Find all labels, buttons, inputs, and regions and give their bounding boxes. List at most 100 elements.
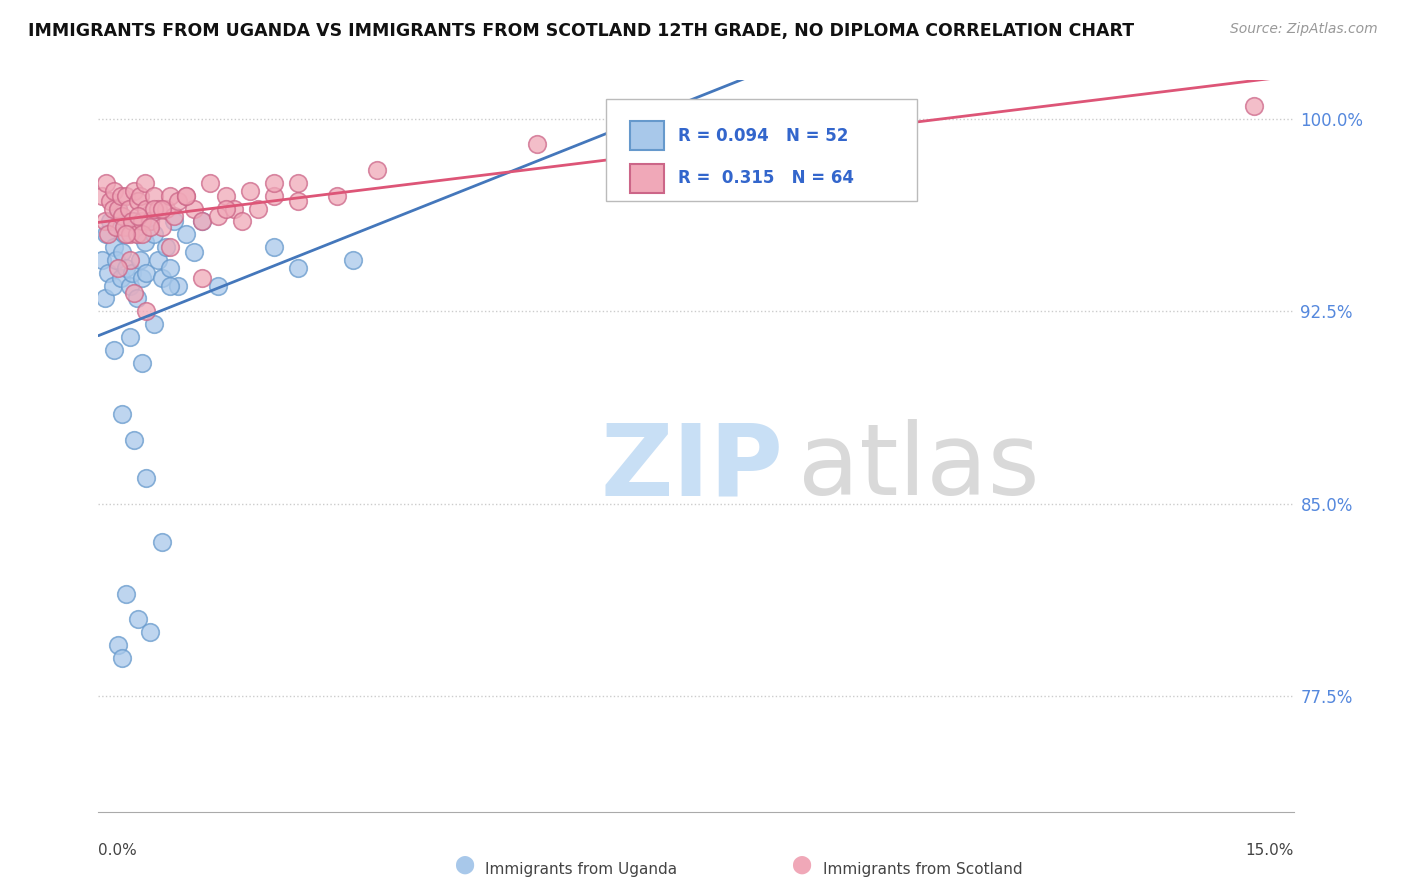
Point xyxy=(326,188,349,202)
Point xyxy=(124,214,146,228)
Point xyxy=(112,219,135,234)
Point xyxy=(167,194,190,208)
Point xyxy=(112,227,135,242)
Point xyxy=(124,433,146,447)
Point xyxy=(101,202,124,216)
Point xyxy=(124,184,146,198)
Text: IMMIGRANTS FROM UGANDA VS IMMIGRANTS FROM SCOTLAND 12TH GRADE, NO DIPLOMA CORREL: IMMIGRANTS FROM UGANDA VS IMMIGRANTS FRO… xyxy=(28,22,1135,40)
Text: 15.0%: 15.0% xyxy=(1246,843,1294,857)
Point xyxy=(191,214,214,228)
Point xyxy=(121,214,143,228)
Point xyxy=(263,240,285,254)
Point xyxy=(120,330,142,344)
Point xyxy=(139,214,162,228)
Point xyxy=(183,245,205,260)
Point xyxy=(104,219,127,234)
Point xyxy=(174,188,197,202)
Point xyxy=(94,214,117,228)
Point xyxy=(287,194,309,208)
Point xyxy=(207,278,229,293)
Point xyxy=(239,184,262,198)
Point xyxy=(135,266,157,280)
Point xyxy=(103,184,125,198)
Point xyxy=(118,202,141,216)
Point xyxy=(118,219,141,234)
Point xyxy=(183,202,205,216)
Point xyxy=(207,209,229,223)
Point xyxy=(107,202,129,216)
Point xyxy=(115,227,138,242)
Point xyxy=(167,278,190,293)
Point xyxy=(198,176,221,190)
Point xyxy=(159,260,181,275)
Text: Immigrants from Uganda: Immigrants from Uganda xyxy=(485,863,678,877)
Point xyxy=(115,188,138,202)
Point xyxy=(107,638,129,652)
Point xyxy=(104,252,127,267)
Text: R = 0.094   N = 52: R = 0.094 N = 52 xyxy=(678,127,848,145)
Point xyxy=(191,214,214,228)
FancyBboxPatch shape xyxy=(630,121,664,150)
Text: ZIP: ZIP xyxy=(600,419,783,516)
Point xyxy=(155,202,177,216)
Point xyxy=(91,188,114,202)
Point xyxy=(110,188,132,202)
Point xyxy=(135,202,157,216)
Point xyxy=(127,612,149,626)
Text: atlas: atlas xyxy=(797,419,1039,516)
Point xyxy=(231,214,253,228)
Point xyxy=(91,252,114,267)
Point xyxy=(163,214,186,228)
Point xyxy=(143,227,166,242)
Point xyxy=(107,202,129,216)
Point xyxy=(174,227,197,242)
Text: ⬤: ⬤ xyxy=(454,855,474,874)
Point xyxy=(120,252,142,267)
Point xyxy=(131,355,153,369)
Point xyxy=(134,176,156,190)
Point xyxy=(215,188,238,202)
Point xyxy=(125,292,148,306)
Point xyxy=(131,227,153,242)
Point xyxy=(163,209,186,223)
Point xyxy=(191,271,214,285)
Point xyxy=(120,227,142,242)
Point xyxy=(96,227,118,242)
Point xyxy=(127,209,149,223)
Point xyxy=(159,278,181,293)
Point xyxy=(134,235,156,249)
Point xyxy=(125,227,148,242)
Point xyxy=(110,271,132,285)
Point xyxy=(159,240,181,254)
Point xyxy=(115,260,138,275)
Point xyxy=(115,586,138,600)
Point xyxy=(139,625,162,640)
Point xyxy=(103,240,125,254)
Point xyxy=(135,304,157,318)
Point xyxy=(150,202,173,216)
Point xyxy=(143,317,166,331)
Point xyxy=(131,214,153,228)
Point xyxy=(148,252,170,267)
Point xyxy=(128,252,150,267)
Point xyxy=(97,266,120,280)
Text: Immigrants from Scotland: Immigrants from Scotland xyxy=(823,863,1022,877)
Point xyxy=(143,202,166,216)
Point xyxy=(127,194,149,208)
Point xyxy=(143,188,166,202)
Point xyxy=(128,188,150,202)
Point xyxy=(148,202,170,216)
Point xyxy=(96,176,118,190)
Point xyxy=(139,214,162,228)
Point xyxy=(155,240,177,254)
Point xyxy=(263,188,285,202)
Point xyxy=(150,271,173,285)
Text: 0.0%: 0.0% xyxy=(98,843,138,857)
Point xyxy=(111,245,134,260)
Text: ⬤: ⬤ xyxy=(792,855,811,874)
Point xyxy=(131,271,153,285)
Point xyxy=(127,227,149,242)
Point xyxy=(222,202,245,216)
Text: Source: ZipAtlas.com: Source: ZipAtlas.com xyxy=(1230,22,1378,37)
Point xyxy=(287,260,309,275)
